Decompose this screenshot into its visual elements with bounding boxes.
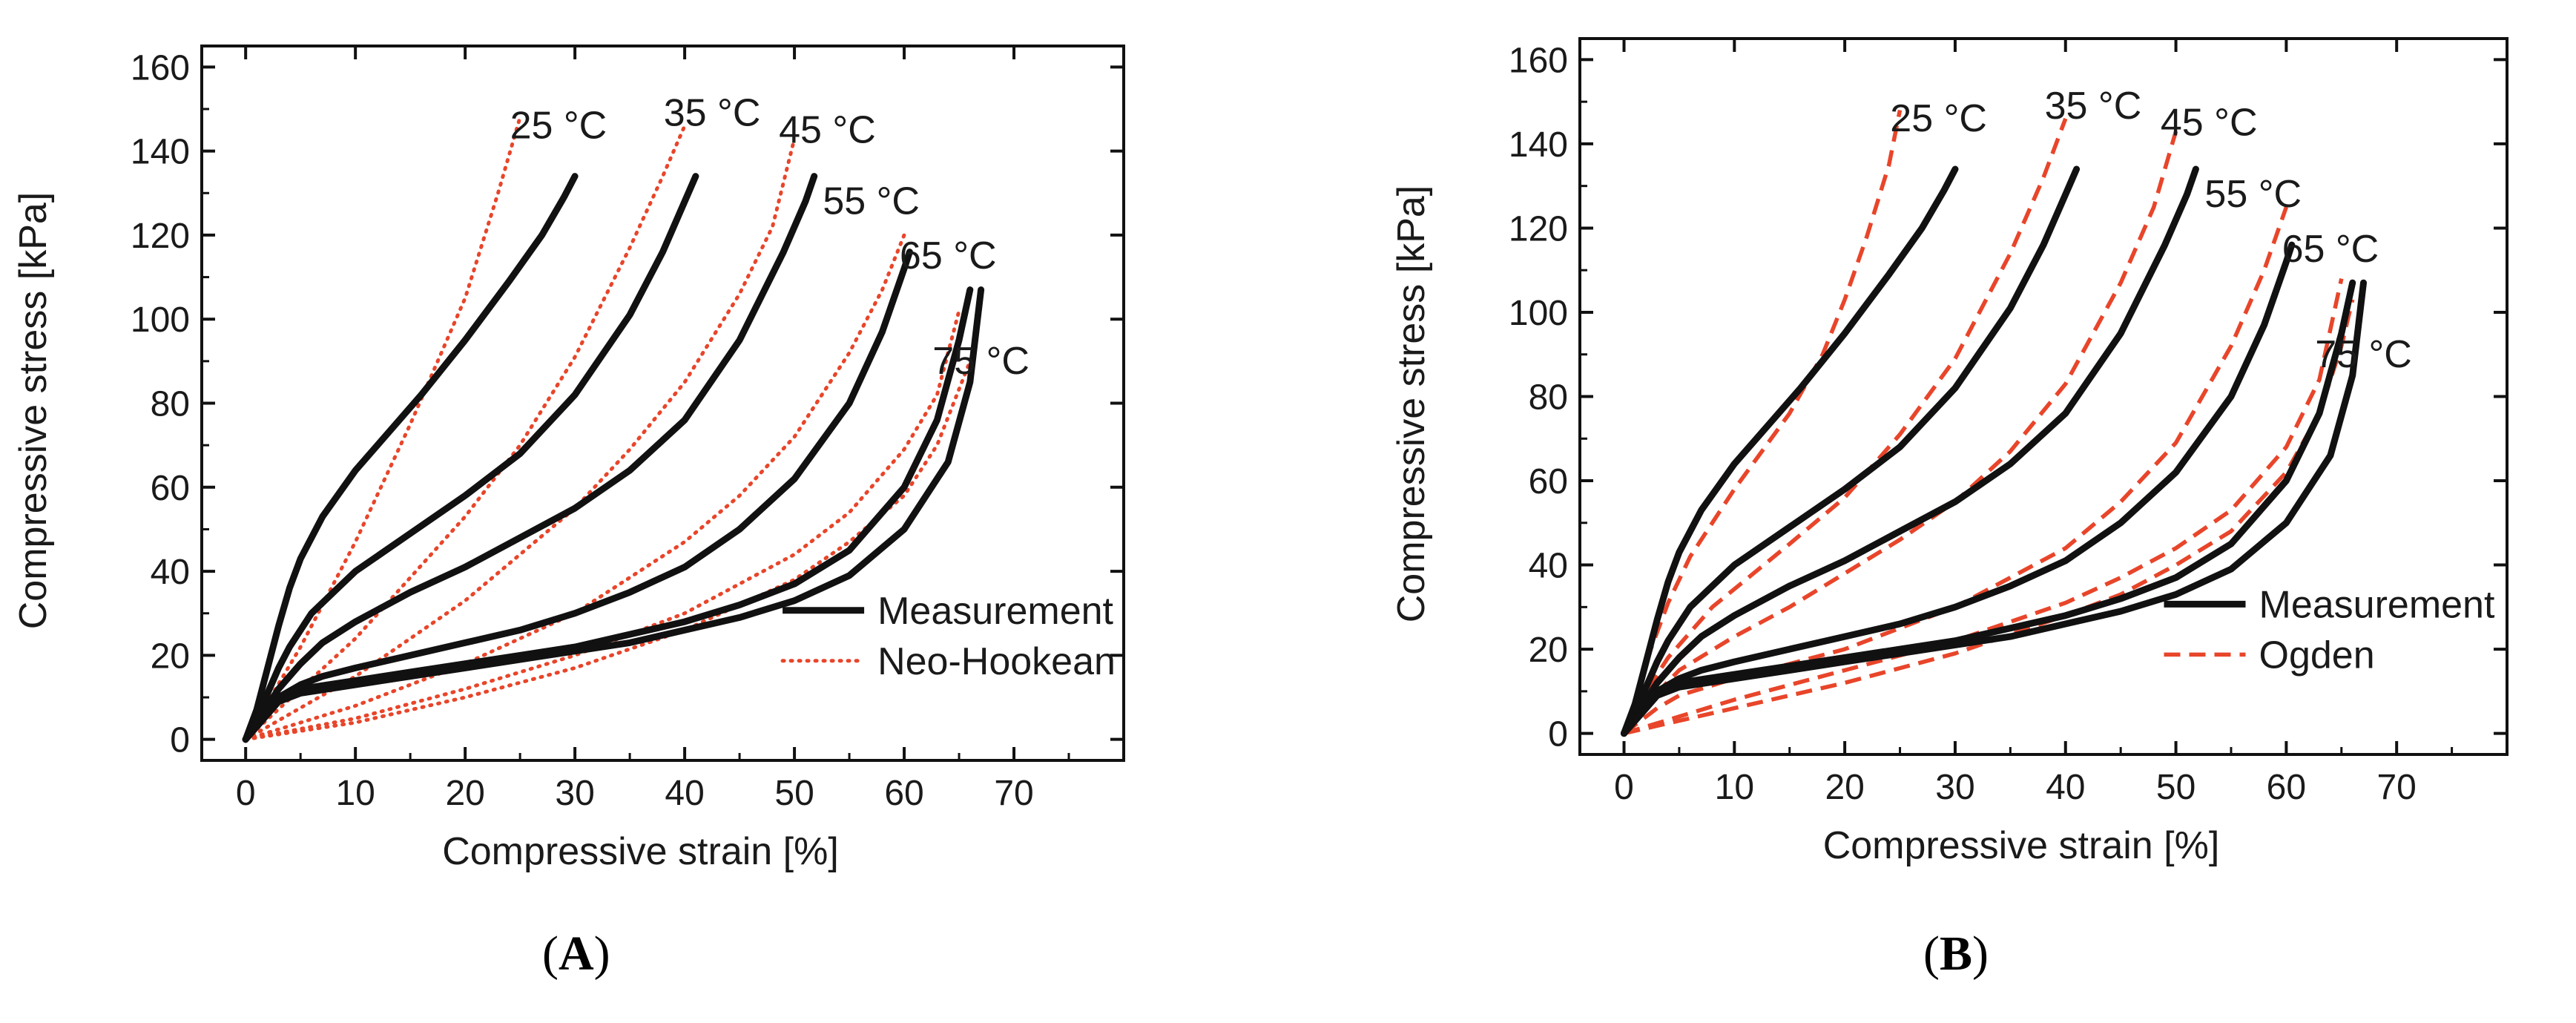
y-tick-label: 40 — [1529, 547, 1568, 586]
y-tick-label: 100 — [1509, 294, 1568, 333]
y-tick-label: 140 — [131, 133, 190, 172]
panel-label-a: (A) — [542, 927, 610, 981]
series-line — [1621, 109, 1903, 734]
series-line — [243, 124, 687, 742]
curve-label: 75 °C — [2315, 333, 2412, 376]
y-tick-label: 160 — [1509, 41, 1568, 80]
series-line — [242, 173, 818, 743]
y-tick-label: 120 — [131, 217, 190, 256]
y-tick-label: 100 — [131, 300, 190, 340]
x-tick-label: 10 — [335, 774, 375, 813]
x-axis-title: Compressive strain [%] — [442, 830, 839, 873]
x-tick-label: 70 — [994, 774, 1033, 813]
series-line — [242, 286, 974, 743]
legend-label: Ogden — [2259, 634, 2375, 677]
y-tick-label: 40 — [151, 553, 190, 592]
x-tick-label: 20 — [445, 774, 484, 813]
curve-label: 25 °C — [1890, 97, 1987, 140]
x-tick-label: 20 — [1825, 768, 1864, 807]
curve-label: 65 °C — [900, 234, 997, 277]
y-tick-label: 60 — [1529, 462, 1568, 501]
curve-label: 45 °C — [779, 108, 876, 151]
legend-label: Measurement — [2259, 583, 2495, 626]
y-tick-label: 20 — [151, 637, 190, 676]
series-line — [242, 173, 699, 743]
curve-label: 55 °C — [823, 180, 920, 223]
curve-label: 75 °C — [932, 340, 1030, 383]
series-line — [1621, 165, 2081, 737]
series-line — [242, 286, 985, 743]
series-line — [1621, 279, 2356, 737]
series-group — [242, 115, 985, 743]
y-tick-label: 60 — [151, 469, 190, 508]
y-axis-title: Compressive stress [kPa] — [12, 192, 55, 630]
series-line — [1622, 131, 2178, 735]
x-tick-label: 70 — [2376, 768, 2416, 807]
y-tick-label: 120 — [1509, 209, 1568, 249]
x-tick-label: 40 — [2046, 768, 2085, 807]
x-tick-label: 30 — [1935, 768, 1974, 807]
curve-label: 35 °C — [2045, 85, 2142, 128]
chart-panel-a: 0 10 20 30 40 50 60 70 0 20 40 60 80 100 120 140 160 Comp… — [12, 45, 1125, 873]
series-line — [242, 173, 579, 743]
legend-label: Neo-Hookean — [877, 640, 1116, 683]
curve-label: 25 °C — [510, 105, 607, 148]
series-line — [1621, 279, 2367, 737]
x-axis-title: Compressive strain [%] — [1823, 824, 2220, 867]
curve-label: 45 °C — [2161, 102, 2258, 145]
series-line — [1623, 278, 2344, 736]
x-tick-label: 60 — [2267, 768, 2306, 807]
series-line — [1621, 165, 1959, 737]
series-line — [243, 233, 906, 742]
x-tick-label: 50 — [2156, 768, 2195, 807]
chart-panel-b: 0 10 20 30 40 50 60 70 0 20 40 60 80 100 120 140 160 Comp… — [1390, 37, 2509, 867]
y-tick-label: 0 — [1548, 715, 1568, 754]
y-tick-label: 20 — [1529, 631, 1568, 670]
x-tick-label: 0 — [1614, 768, 1634, 807]
y-axis-title: Compressive stress [kPa] — [1390, 185, 1433, 623]
series-line — [242, 249, 913, 743]
x-tick-label: 30 — [555, 774, 594, 813]
curve-label: 65 °C — [2282, 228, 2379, 271]
y-tick-label: 0 — [170, 721, 190, 760]
y-tick-label: 80 — [151, 385, 190, 424]
series-group — [1621, 109, 2367, 737]
series-line — [1622, 206, 2288, 735]
series-line — [243, 136, 797, 742]
legend-label: Measurement — [877, 590, 1113, 633]
y-tick-label: 140 — [1509, 125, 1568, 165]
series-line — [243, 309, 961, 742]
x-tick-label: 40 — [665, 774, 704, 813]
x-tick-label: 60 — [884, 774, 923, 813]
series-line — [243, 115, 522, 742]
x-tick-label: 10 — [1715, 768, 1754, 807]
x-tick-label: 0 — [236, 774, 256, 813]
panel-label-b: (B) — [1923, 927, 1989, 981]
series-line — [1621, 241, 2296, 737]
curve-label: 35 °C — [664, 92, 761, 135]
y-tick-label: 80 — [1529, 378, 1568, 418]
x-tick-label: 50 — [774, 774, 814, 813]
series-line — [1621, 165, 2199, 737]
y-tick-label: 160 — [131, 48, 190, 88]
curve-label: 55 °C — [2204, 173, 2302, 216]
